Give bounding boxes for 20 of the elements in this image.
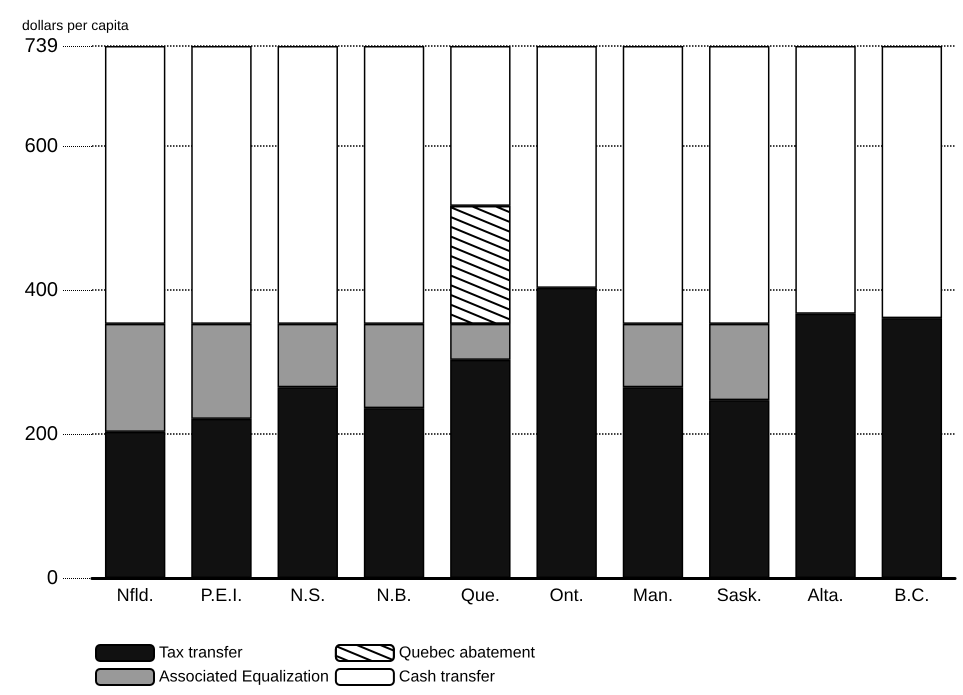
legend-label: Associated Equalization [159,668,329,686]
x-tick-label: Nfld. [116,585,154,605]
legend-label: Quebec abatement [398,644,536,662]
y-tick-label: 0 [46,567,58,589]
x-tick-label: Sask. [716,585,762,605]
y-tick-label: 400 [24,279,58,302]
y-tick-label: 600 [24,135,58,158]
legend-label: Cash transfer [398,668,496,686]
x-tick-label: Que. [460,585,500,605]
x-tick-label: Ont. [550,585,584,605]
x-tick-label: N.S. [290,585,326,605]
legend-label: Tax transfer [159,644,244,662]
x-tick-label: P.E.I. [200,585,242,605]
x-tick-label: N.B. [376,585,412,605]
y-tick-label: 739 [24,35,58,57]
x-tick-label: Alta. [808,585,844,605]
x-tick-label: Man. [632,585,673,605]
y-tick-label: 200 [24,423,58,446]
y-axis-title: dollars per capita [22,17,129,33]
x-tick-label: B.C. [894,585,930,605]
